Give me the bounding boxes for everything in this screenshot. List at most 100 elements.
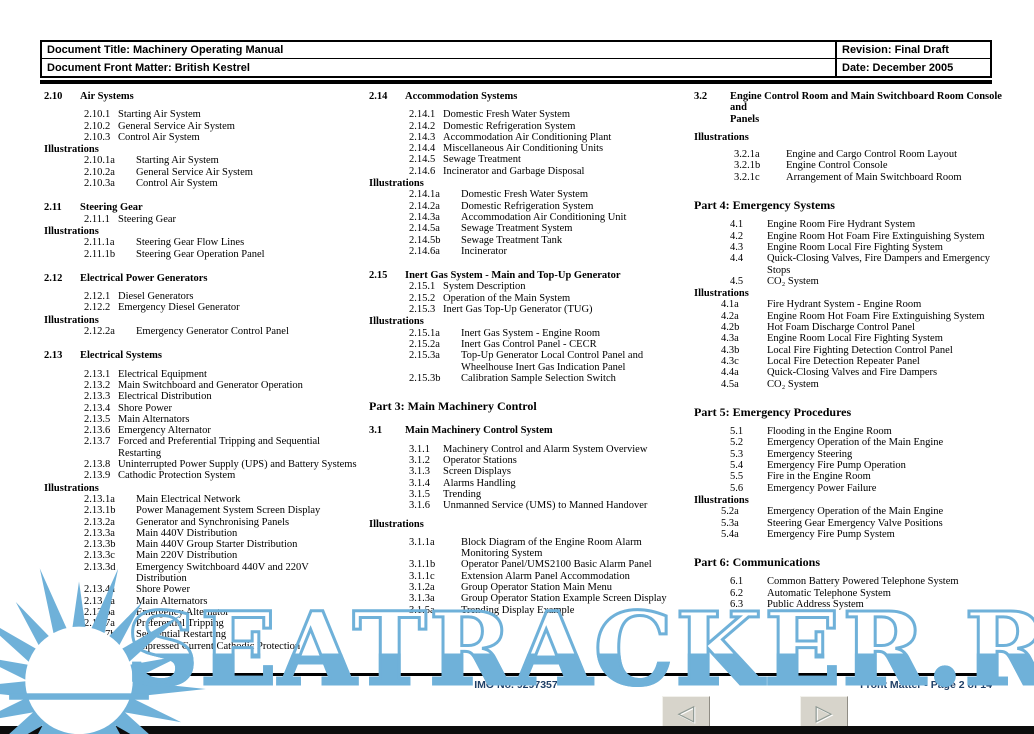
toc-entry: 2.14.5b Sewage Treatment Tank	[369, 235, 684, 246]
toc-entry: 4.1a Fire Hydrant System - Engine Room	[694, 299, 1009, 310]
toc-ref: 3.1.2	[409, 455, 430, 467]
toc-entry: 2.13.4 Shore Power	[44, 403, 359, 414]
toc-entry: 4.2a Engine Room Hot Foam Fire Extinguish…	[694, 311, 1009, 322]
toc-section: 2.13 Electrical Systems	[44, 350, 359, 361]
toc-ref: 2.14.2a	[409, 200, 440, 212]
toc-entry: 2.13.1 Electrical Equipment	[44, 369, 359, 380]
toc-ref: 2.14.2	[409, 120, 436, 132]
toc-label: Automatic Telephone System	[767, 587, 891, 599]
toc-label: Electrical Distribution	[118, 391, 212, 403]
toc-label: Inert Gas System - Engine Room	[461, 327, 601, 339]
toc-label: Inert Gas System - Main and Top-Up Gener…	[405, 270, 621, 282]
toc-ref: 5.5	[730, 471, 744, 483]
toc-entry: 3.2.1a Engine and Cargo Control Room Layo…	[694, 149, 1009, 160]
toc-entry: 6.3 Public Address System	[694, 599, 1009, 610]
toc-ref: 2.13.3c	[84, 550, 115, 562]
toc-label: Steering Gear Flow Lines	[136, 237, 245, 249]
toc-label: Trending	[443, 488, 482, 500]
toc-entry: 3.1.3 Screen Displays	[369, 466, 684, 477]
toc-label: Public Address System	[767, 598, 864, 610]
toc-entry: 2.13.3b Main 440V Group Starter Distribut…	[44, 539, 359, 550]
toc-ref: 6.1	[730, 576, 744, 588]
toc-label: Steering Gear	[118, 213, 177, 225]
toc-label: Domestic Refrigeration System	[443, 120, 576, 132]
toc-ref: 4.3c	[721, 355, 739, 367]
toc-entry: 2.13.1b Power Management System Screen Di…	[44, 505, 359, 516]
toc-label: Accommodation Air Conditioning Unit	[461, 211, 627, 223]
previous-page-button[interactable]: ◁	[662, 696, 710, 731]
toc-label: Incinerator and Garbage Disposal	[443, 165, 585, 177]
toc-ref: 2.13.7a	[84, 618, 115, 630]
toc-ref: 3.2.1b	[734, 160, 761, 172]
toc-label: Main Alternators	[136, 595, 208, 607]
toc-ref: 2.10.1	[84, 109, 111, 121]
part-heading: Part 5: Emergency Procedures	[694, 404, 852, 419]
toc-ref: 2.15.3a	[409, 350, 440, 362]
toc-ref: 2.12.1	[84, 291, 111, 303]
toc-ref: 3.2.1a	[734, 149, 760, 161]
toc-entry: 2.13.2 Main Switchboard and Generator Ope…	[44, 380, 359, 391]
toc-entry: 2.13.7a Preferential Tripping	[44, 618, 359, 629]
toc-label: Shore Power	[118, 402, 172, 414]
toc-label: Quick-Closing Valves and Fire Dampers	[767, 367, 938, 379]
toc-label: Control Air System	[118, 131, 200, 143]
toc-ref: 4.3a	[721, 333, 739, 345]
toc-entry: 2.13.7 Forced and Preferential Tripping a…	[44, 436, 359, 459]
toc-entry: 3.1.1 Machinery Control and Alarm System …	[369, 444, 684, 455]
toc-entry: 4.5a CO₂ System	[694, 379, 1009, 390]
toc-entry-continued: Wheelhouse Inert Gas Indication Panel	[461, 361, 626, 373]
toc-label: Main Switchboard and Generator Operation	[118, 379, 303, 391]
toc-entry: 2.10.2a General Service Air System	[44, 167, 359, 178]
toc-ref: 2.14.3a	[409, 211, 440, 223]
revision-label: Revision: Final Draft	[835, 42, 990, 58]
toc-ref: 4.2a	[721, 310, 739, 322]
toc-ref: 4.1a	[721, 299, 739, 311]
toc-label: CO₂ System	[767, 378, 819, 390]
toc-label: Common Battery Powered Telephone System	[767, 576, 959, 588]
toc-label: Control Air System	[136, 178, 218, 190]
toc-entry: 4.2 Engine Room Hot Foam Fire Extinguishi…	[694, 231, 1009, 242]
toc-entry: 3.1.4 Alarms Handling	[369, 478, 684, 489]
toc-ref: 4.5a	[721, 378, 739, 390]
toc-ref: 2.11.1a	[84, 237, 115, 249]
toc-entry: 2.13.2a Generator and Synchronising Panel…	[44, 517, 359, 528]
toc-entry: 2.14.5 Sewage Treatment	[369, 154, 684, 165]
toc-label: Accommodation Air Conditioning Plant	[443, 131, 612, 143]
toc-label: Emergency Switchboard 440V and 220V	[136, 561, 309, 573]
toc-label: Domestic Fresh Water System	[443, 109, 570, 121]
toc-entry: 2.14.1 Domestic Fresh Water System	[369, 109, 684, 120]
toc-ref: 4.4	[730, 253, 744, 265]
toc-label: Emergency Alternator	[118, 425, 211, 437]
toc-section: 2.14 Accommodation Systems	[369, 91, 684, 102]
toc-ref: 3.1.1a	[409, 536, 435, 548]
toc-entry: 3.1.3a Group Operator Station Example Scr…	[369, 593, 684, 604]
toc-label: Unmanned Service (UMS) to Manned Handove…	[443, 500, 648, 512]
toc-entry: 2.11.1a Steering Gear Flow Lines	[44, 237, 359, 248]
toc-entry: 2.13.3d Emergency Switchboard 440V and 22…	[44, 562, 359, 573]
toc-entry: 3.1.6 Unmanned Service (UMS) to Manned Ha…	[369, 500, 684, 511]
toc-label: Group Operator Station Example Screen Di…	[461, 593, 667, 605]
toc-entry: 2.13.4a Shore Power	[44, 584, 359, 595]
toc-ref: 2.10.1a	[84, 155, 115, 167]
toc-label: Electrical Power Generators	[80, 272, 208, 284]
toc-label: Top-Up Generator Local Control Panel and	[461, 350, 644, 362]
toc-ref: 2.13.9a	[84, 640, 115, 652]
toc-entry: 2.13.6 Emergency Alternator	[44, 425, 359, 436]
toc-label: Engine Room Hot Foam Fire Extinguishing …	[767, 310, 985, 322]
illustrations-heading: Illustrations	[44, 482, 99, 494]
toc-entry: 2.13.3a Main 440V Distribution	[44, 528, 359, 539]
illustrations-heading: Illustrations	[369, 316, 424, 328]
toc-column-1: 2.10 Air Systems 2.10.1 Starting Air System…	[44, 91, 359, 652]
toc-ref: 4.3b	[721, 344, 740, 356]
toc-entry: 2.14.5a Sewage Treatment System	[369, 223, 684, 234]
toc-entry: 2.15.2a Inert Gas Control Panel - CECR	[369, 339, 684, 350]
toc-label: Emergency Diesel Generator	[118, 302, 240, 314]
toc-label: Sewage Treatment System	[461, 223, 573, 235]
toc-entry: 2.14.4 Miscellaneous Air Conditioning Uni…	[369, 143, 684, 154]
toc-ref: 2.13.4	[84, 402, 111, 414]
toc-section-continued: Panels	[730, 113, 760, 125]
toc-label: Main 440V Group Starter Distribution	[136, 539, 298, 551]
toc-ref: 2.15.1	[409, 281, 436, 293]
toc-ref: 5.4a	[721, 528, 739, 540]
